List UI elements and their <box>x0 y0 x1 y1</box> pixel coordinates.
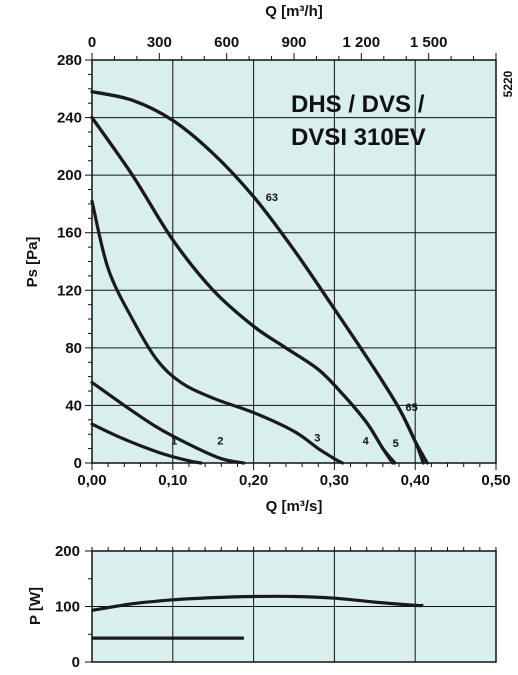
y-tick-label-6: 240 <box>57 110 82 127</box>
curve-65 <box>90 90 425 465</box>
x-tick-label-3: 0,30 <box>320 472 349 489</box>
top-axis-title: Q [m³/h] <box>265 3 323 20</box>
pressure-tick-marks <box>85 53 497 470</box>
y-tick-label-0: 0 <box>74 455 82 472</box>
model-title-line-2: DVSI 310EV <box>291 124 426 151</box>
pressure-curves: 1 2 3 4 5 63 65 <box>90 90 429 465</box>
top-tick-label-0: 0 <box>88 34 96 51</box>
power-y-tick-label-0: 0 <box>72 654 80 671</box>
y-tick-label-4: 160 <box>57 225 82 242</box>
curve-label-1: 1 <box>171 435 177 447</box>
curve-label-2: 2 <box>217 435 223 447</box>
curve-2 <box>90 380 246 465</box>
y-tick-label-5: 200 <box>57 167 82 184</box>
top-tick-label-1: 300 <box>147 34 172 51</box>
power-curve-0 <box>91 594 424 612</box>
power-curves <box>91 594 424 640</box>
x-tick-label-5: 0,50 <box>481 472 510 489</box>
power-flow-chart: 0 100 200 P [W] <box>27 543 497 671</box>
top-tick-label-3: 900 <box>281 34 306 51</box>
figure-code: 5220 <box>501 70 515 97</box>
curve-1 <box>90 422 203 465</box>
curve-label-5: 5 <box>393 438 399 450</box>
y-tick-label-3: 120 <box>57 282 82 299</box>
pressure-plot-area <box>91 59 497 464</box>
pressure-tick-labels: 0,00 0,10 0,20 0,30 0,40 0,500408012016020024… <box>57 34 511 489</box>
top-tick-label-5: 1 500 <box>410 34 448 51</box>
y-tick-label-2: 80 <box>65 340 82 357</box>
y-tick-label-1: 40 <box>65 397 82 414</box>
pressure-gridlines <box>92 60 496 463</box>
x-axis-title: Q [m³/s] <box>266 498 323 515</box>
top-tick-label-4: 1 200 <box>343 34 381 51</box>
curve-label-63: 63 <box>266 192 278 204</box>
curve-label-4: 4 <box>363 435 370 447</box>
model-title-line-1: DHS / DVS / <box>291 91 425 118</box>
power-y-tick-label-1: 100 <box>55 599 80 616</box>
x-tick-label-0: 0,00 <box>77 472 106 489</box>
top-tick-label-2: 600 <box>214 34 239 51</box>
curve-3 <box>90 199 345 465</box>
curve-label-65: 65 <box>406 402 418 414</box>
curve-5 <box>90 116 397 465</box>
x-tick-label-1: 0,10 <box>158 472 187 489</box>
pressure-flow-chart: 1 2 3 4 5 63 65 0,00 0,10 0,20 0,30 0,40 0,50 0 40 80 1… <box>24 3 515 515</box>
y-tick-label-7: 280 <box>57 52 82 69</box>
power-tick-marks <box>85 547 497 663</box>
power-y-tick-label-2: 200 <box>55 543 80 560</box>
curve-label-3: 3 <box>314 432 320 444</box>
power-y-axis-title: P [W] <box>27 587 44 625</box>
power-tick-labels: 0 100 200 <box>55 543 80 671</box>
x-tick-label-2: 0,20 <box>239 472 268 489</box>
y-axis-title: Ps [Pa] <box>24 237 41 288</box>
x-tick-label-4: 0,40 <box>401 472 430 489</box>
